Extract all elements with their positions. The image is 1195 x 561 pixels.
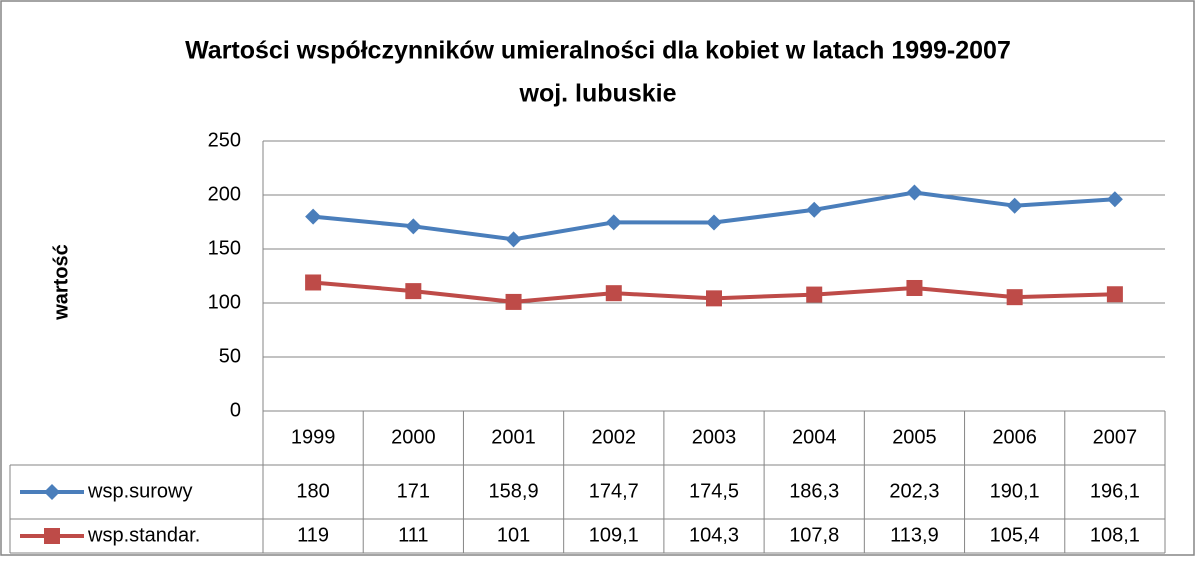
table-value: 196,1 [1090,480,1140,502]
legend-marker [44,528,60,544]
data-point [505,231,522,248]
data-point [806,201,823,218]
table-value: 109,1 [589,524,639,546]
table-value: 171 [397,480,430,502]
y-tick-label: 100 [208,291,241,313]
data-point [305,274,322,291]
table-value: 104,3 [689,524,739,546]
x-tick-label: 1999 [291,426,336,448]
y-tick-label: 150 [208,237,241,259]
chart-title: Wartości współczynników umieralności dla… [185,37,1011,65]
table-value: 158,9 [489,480,539,502]
y-tick-label: 200 [208,183,241,205]
x-tick-label: 2006 [992,426,1037,448]
data-point [706,290,722,307]
data-point [1006,197,1023,214]
y-tick-label: 250 [208,129,241,151]
data-point [1106,191,1123,208]
data-point [405,283,422,300]
chart-subtitle: woj. lubuskie [519,80,677,108]
x-tick-label: 2007 [1093,426,1138,448]
data-point [906,279,923,296]
table-value: 107,8 [789,524,839,546]
table-value: 174,5 [689,480,739,502]
table-value: 119 [297,524,329,546]
x-tick-label: 2001 [491,426,536,448]
legend-marker [44,484,60,500]
y-tick-label: 0 [230,399,241,421]
x-tick-label: 2003 [692,426,737,448]
data-point [1106,286,1123,303]
table-value: 190,1 [990,480,1040,502]
table-value: 186,3 [789,480,839,502]
data-point [806,286,823,303]
x-tick-label: 2002 [592,426,637,448]
data-point [505,293,522,310]
table-value: 105,4 [990,524,1040,546]
x-tick-label: 2004 [792,426,837,448]
data-point [1006,289,1023,306]
x-tick-label: 2000 [391,426,436,448]
data-point [605,214,622,231]
table-value: 111 [398,524,428,546]
legend-label: wsp.surowy [87,480,192,502]
table-value: 180 [296,480,329,502]
x-tick-label: 2005 [892,426,937,448]
y-axis-label: wartość [50,244,72,321]
y-tick-label: 50 [219,345,241,367]
data-point [605,285,622,302]
table-value: 101 [497,524,530,546]
table-value: 113,9 [890,524,939,546]
data-point [906,184,923,201]
data-point [405,218,422,235]
table-value: 108,1 [1090,524,1140,546]
table-value: 202,3 [889,480,939,502]
data-point [706,214,722,231]
data-point [305,208,322,225]
legend-label: wsp.standar. [87,524,200,546]
table-value: 174,7 [589,480,639,502]
